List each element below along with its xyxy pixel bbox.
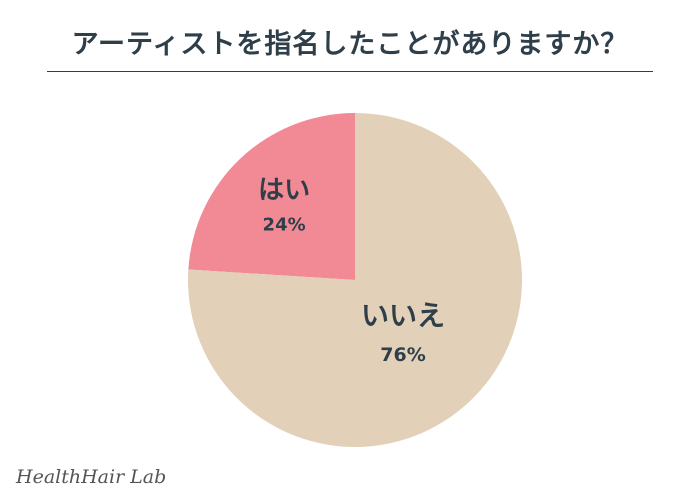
pie-slice-1 — [188, 113, 355, 280]
slice-label-2: いいえ — [361, 299, 445, 332]
chart-title: アーティストを指名したことがありますか？ — [71, 29, 629, 60]
pie-slice-2 — [188, 113, 523, 448]
title-divider — [47, 71, 653, 72]
slice-value-1: 24% — [263, 215, 306, 236]
slice-label-1: はい — [258, 176, 310, 206]
brand-logo: HealthHair Lab — [16, 466, 167, 488]
slice-value-2: 76% — [380, 344, 425, 366]
